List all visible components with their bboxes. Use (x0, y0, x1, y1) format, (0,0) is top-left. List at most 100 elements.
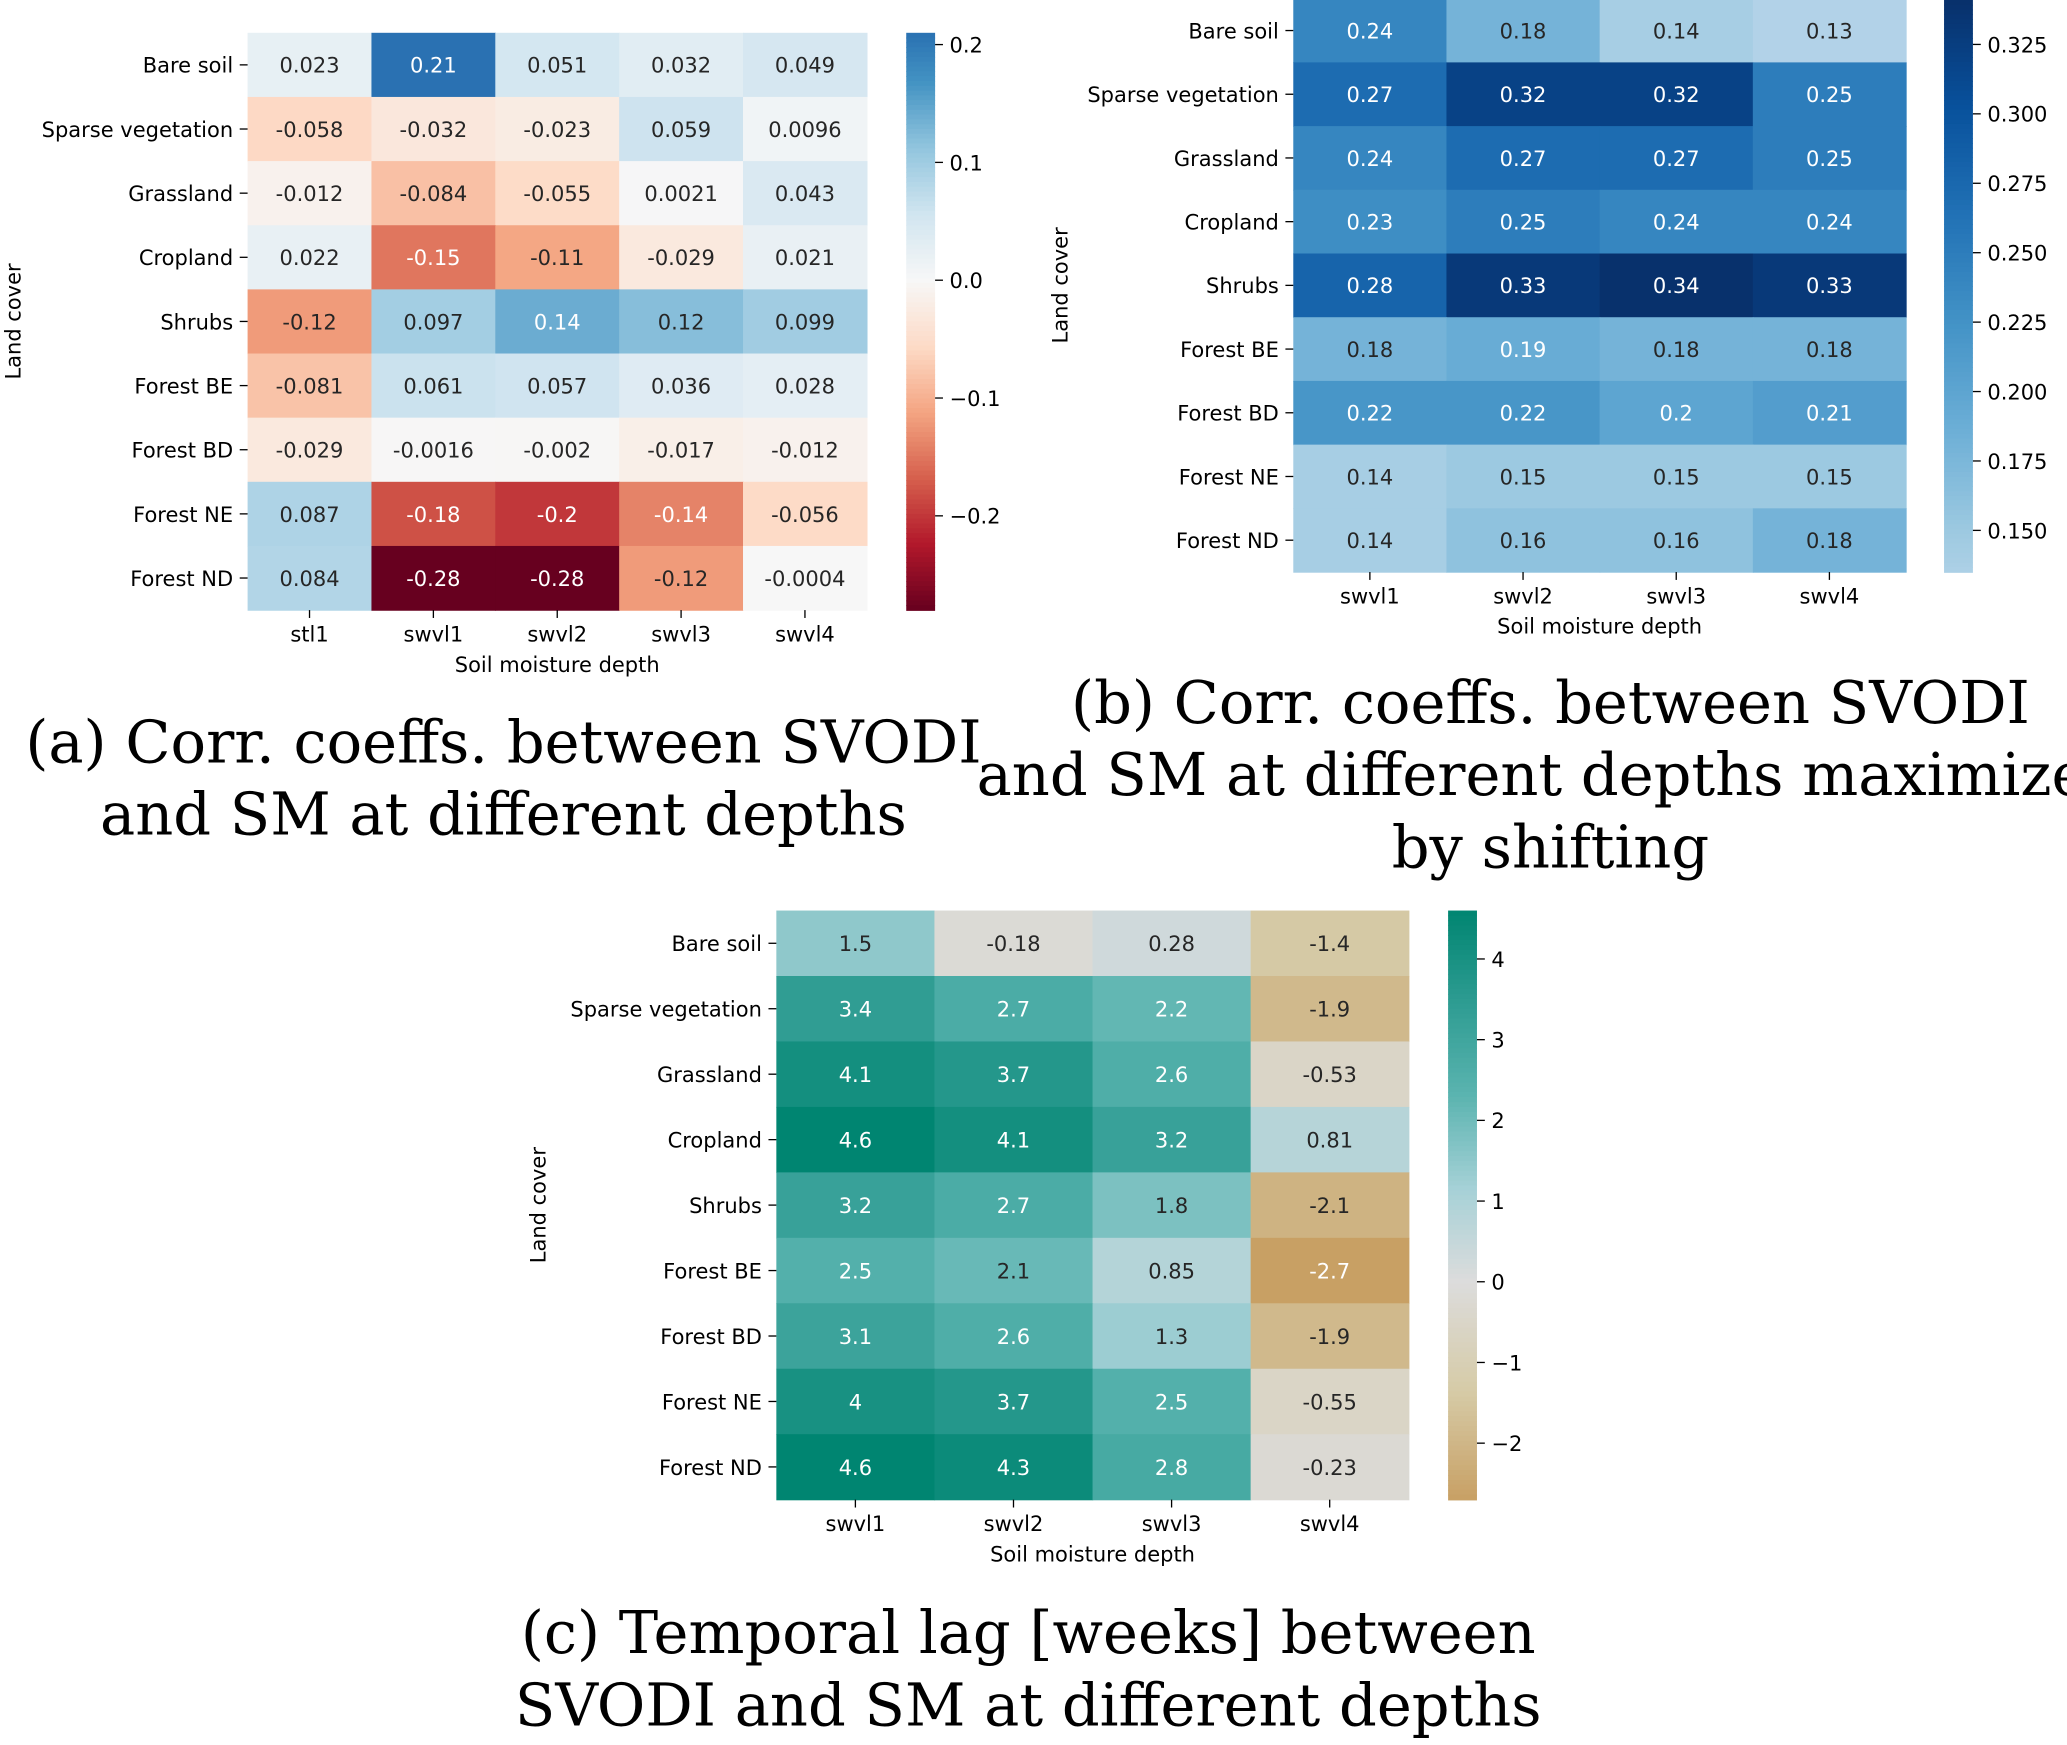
colorbar-segment (1944, 224, 1973, 230)
colorbar-segment (1448, 1057, 1477, 1064)
cell-value: 0.022 (279, 246, 339, 270)
colorbar-segment (906, 456, 936, 462)
heatmap-cell (1446, 62, 1601, 127)
cell-value: 0.27 (1653, 147, 1700, 171)
colorbar-segment (906, 403, 936, 409)
caption-line: SVODI and SM at different depths (515, 1670, 1542, 1739)
colorbar-segment (906, 383, 936, 390)
y-tick-label: Sparse vegetation (1087, 83, 1278, 107)
colorbar-segment (1944, 57, 1973, 63)
cell-value: 0.15 (1653, 465, 1700, 489)
colorbar-segment (906, 66, 936, 73)
colorbar-segment (1448, 1092, 1477, 1098)
colorbar-segment (1944, 81, 1973, 87)
colorbar-segment (1448, 1362, 1477, 1368)
colorbar-segment (906, 61, 936, 68)
colorbar-segment (1944, 61, 1973, 68)
colorbar-segment (906, 90, 936, 97)
colorbar-segment (906, 499, 936, 506)
colorbar-segment (1944, 247, 1973, 254)
colorbar-segment (1448, 1465, 1477, 1471)
cell-value: 0.032 (651, 54, 711, 78)
heatmap-cell (247, 161, 373, 226)
colorbar-segment (906, 513, 936, 520)
colorbar-segment (906, 85, 936, 92)
colorbar-segment (1448, 1205, 1477, 1211)
cell-value: 3.1 (839, 1325, 872, 1349)
colorbar-segment (906, 412, 936, 419)
cell-value: 4.6 (839, 1456, 872, 1480)
colorbar-segment (1448, 1156, 1477, 1162)
colorbar-segment (1448, 1136, 1477, 1143)
colorbar-segment (1448, 1430, 1477, 1437)
colorbar-segment (1448, 1038, 1477, 1044)
colorbar-segment (1448, 1480, 1477, 1486)
heatmap-cell (1446, 317, 1601, 382)
colorbar-segment (1944, 486, 1973, 492)
cell-value: 0.051 (527, 54, 587, 78)
colorbar-segment (1944, 510, 1973, 516)
colorbar-segment (1944, 300, 1973, 306)
colorbar-segment (1944, 109, 1973, 116)
colorbar-segment (1448, 1273, 1477, 1280)
y-tick-label: Sparse vegetation (570, 998, 761, 1022)
colorbar-segment (906, 143, 936, 150)
heatmap-cell (934, 1172, 1094, 1239)
y-tick-label: Grassland (1174, 147, 1279, 171)
colorbar-segment (906, 533, 936, 539)
colorbar-segment (906, 350, 936, 356)
colorbar-segment (1944, 9, 1973, 16)
colorbar-segment (906, 355, 936, 361)
cell-value: 0.18 (1806, 529, 1853, 553)
colorbar-segment (1448, 1426, 1477, 1432)
colorbar-segment (1944, 457, 1973, 464)
colorbar-tick-label: 0.275 (1987, 172, 2047, 196)
colorbar-segment (1944, 42, 1973, 49)
heatmap-cell (934, 910, 1094, 977)
caption-line: (b) Corr. coeffs. between SVODI (1071, 668, 2030, 737)
colorbar-segment (1448, 1278, 1477, 1285)
cell-value: 0.28 (1148, 932, 1195, 956)
colorbar-segment (906, 215, 936, 222)
colorbar-segment (1944, 66, 1973, 73)
y-tick-label: Forest BD (660, 1325, 762, 1349)
colorbar-segment (1944, 405, 1973, 411)
colorbar-segment (1944, 171, 1973, 178)
y-tick-label: Shrubs (160, 310, 233, 334)
heatmap-cell (495, 96, 620, 162)
heatmap-cell (1446, 508, 1601, 573)
cell-value: 0.33 (1806, 274, 1853, 298)
colorbar-segment (1944, 343, 1973, 349)
colorbar-tick-label: 0 (1491, 1271, 1504, 1295)
cell-value: -0.0004 (764, 567, 845, 591)
colorbar-segment (1944, 538, 1973, 545)
colorbar-segment (906, 460, 936, 467)
colorbar-segment (1944, 362, 1973, 368)
y-tick-label: Sparse vegetation (42, 118, 233, 142)
colorbar-segment (1448, 1072, 1477, 1079)
colorbar-segment (1448, 1185, 1477, 1192)
colorbar-segment (1448, 1165, 1477, 1172)
cell-value: 0.023 (279, 54, 339, 78)
heatmap-cell (495, 32, 620, 98)
colorbar-segment (1448, 979, 1477, 985)
cell-value: -0.002 (523, 439, 591, 463)
colorbar-segment (1448, 998, 1477, 1005)
colorbar-segment (1448, 1160, 1477, 1167)
colorbar-segment (906, 56, 936, 63)
cell-value: -0.017 (647, 439, 715, 463)
colorbar-segment (906, 268, 936, 275)
colorbar-segment (906, 129, 936, 135)
cell-value: -0.023 (523, 118, 591, 142)
colorbar-segment (1448, 1327, 1477, 1334)
colorbar-segment (1944, 548, 1973, 554)
colorbar-segment (1448, 1141, 1477, 1147)
colorbar-segment (1944, 324, 1973, 330)
colorbar-segment (906, 311, 936, 318)
colorbar-segment (1944, 33, 1973, 39)
colorbar-segment (1944, 529, 1973, 535)
cell-value: -0.28 (406, 567, 460, 591)
heatmap-cell (495, 225, 620, 291)
colorbar-segment (906, 157, 936, 164)
colorbar-segment (906, 518, 936, 525)
